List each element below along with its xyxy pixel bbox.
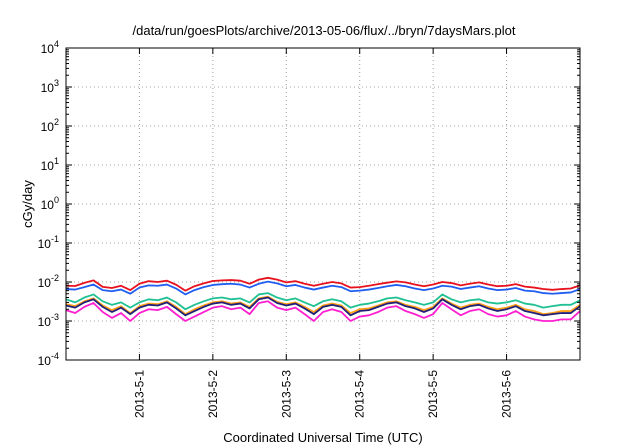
series-line-5 — [65, 296, 581, 317]
y-tick-label: 102 — [41, 117, 59, 134]
y-tick-label: 103 — [41, 78, 59, 95]
x-tick-label: 2013-5-6 — [500, 370, 514, 418]
y-tick-label: 10-1 — [38, 234, 59, 251]
y-tick-label: 10-4 — [38, 351, 59, 368]
x-tick-label: 2013-5-3 — [279, 370, 293, 418]
chart-title: /data/run/goesPlots/archive/2013-05-06/f… — [133, 23, 516, 38]
y-tick-label: 101 — [41, 156, 59, 173]
series-layer — [65, 276, 581, 322]
axis-ticks — [66, 47, 580, 361]
x-tick-labels: 2013-5-1 2013-5-2 2013-5-3 2013-5-4 2013-5-5… — [132, 370, 513, 418]
series-line-1 — [65, 276, 581, 292]
y-axis-title: cGy/day — [20, 180, 35, 228]
x-tick-label: 2013-5-4 — [353, 370, 367, 418]
series-line-3 — [65, 292, 581, 311]
y-tick-label: 100 — [41, 195, 59, 212]
x-tick-label: 2013-5-2 — [206, 370, 220, 418]
series-line-2 — [65, 280, 581, 296]
x-axis-title: Coordinated Universal Time (UTC) — [223, 430, 422, 445]
y-tick-label: 104 — [41, 39, 59, 56]
y-tick-label: 10-3 — [38, 312, 59, 329]
series-line-4 — [65, 295, 581, 316]
y-tick-labels: 10-4 10-3 10-2 10-1 100 101 102 103 104 — [38, 39, 59, 368]
x-tick-label: 2013-5-1 — [132, 370, 146, 418]
x-tick-label: 2013-5-5 — [426, 370, 440, 418]
series-line-6 — [65, 300, 581, 322]
y-tick-label: 10-2 — [38, 273, 59, 290]
